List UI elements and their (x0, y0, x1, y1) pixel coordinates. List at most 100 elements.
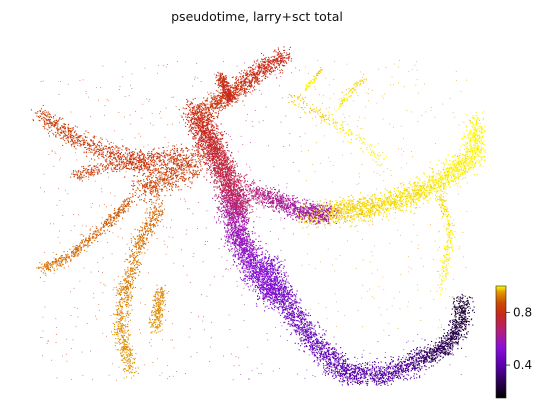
cell-point (440, 343, 442, 345)
cell-point (309, 337, 311, 339)
cell-point (322, 208, 324, 210)
cell-point (381, 204, 383, 206)
cell-point (476, 139, 478, 141)
cell-point (379, 207, 381, 209)
cell-point (401, 193, 403, 195)
cell-point (373, 203, 375, 205)
cell-point (354, 207, 356, 209)
cell-point (445, 229, 447, 231)
cell-point (481, 127, 483, 129)
cell-point (473, 118, 475, 120)
cell-point (303, 314, 305, 316)
cell-point (415, 202, 417, 204)
cell-point (316, 201, 318, 203)
cell-point (327, 372, 329, 374)
cell-point (449, 352, 451, 354)
cell-point (297, 309, 299, 311)
cell-point (335, 122, 337, 124)
cell-point (465, 309, 467, 311)
cell-point (426, 195, 428, 197)
cell-point (280, 276, 282, 278)
cell-point (423, 365, 425, 367)
cell-point (363, 81, 365, 83)
cell-point (438, 180, 440, 182)
cell-point (352, 383, 354, 385)
cell-point (405, 202, 407, 204)
cell-point (356, 375, 358, 377)
cell-point (322, 219, 324, 221)
cell-point (368, 210, 370, 212)
cell-point (425, 189, 427, 191)
cell-point (321, 348, 323, 350)
cell-point (326, 118, 328, 120)
cell-point (366, 215, 368, 217)
cell-point (356, 82, 358, 84)
cell-point (335, 374, 337, 376)
cell-point (308, 315, 310, 317)
cell-point (430, 186, 432, 188)
cell-point (419, 365, 421, 367)
cell-point (411, 362, 413, 364)
cell-point (429, 185, 431, 187)
cell-point (471, 161, 473, 163)
cell-point (474, 141, 476, 143)
cell-point (428, 356, 430, 358)
cell-point (467, 151, 469, 153)
cell-point (410, 199, 412, 201)
cell-point (337, 371, 339, 373)
cell-point (484, 149, 486, 151)
cell-point (448, 163, 450, 165)
cell-point (424, 183, 426, 185)
cell-point (468, 321, 470, 323)
cell-point (387, 201, 389, 203)
cell-point (405, 370, 407, 372)
cell-point (268, 258, 270, 260)
cell-point (447, 224, 449, 226)
cell-point (311, 208, 313, 210)
cell-point (464, 295, 466, 297)
cell-point (474, 165, 476, 167)
cell-point (367, 204, 369, 206)
cell-point (358, 210, 360, 212)
cell-point (478, 150, 480, 152)
cell-point (355, 368, 357, 370)
cell-point (465, 126, 467, 128)
cell-point (383, 209, 385, 211)
cell-point (286, 317, 288, 319)
cell-point (428, 179, 430, 181)
cell-point (373, 369, 375, 371)
cell-point (463, 318, 465, 320)
cell-point (357, 204, 359, 206)
cell-point (446, 277, 448, 279)
cell-point (479, 165, 481, 167)
cell-point (408, 187, 410, 189)
cell-point (315, 339, 317, 341)
cell-point (318, 72, 320, 74)
cell-point (443, 175, 445, 177)
cell-point (324, 119, 326, 121)
cell-point (369, 364, 371, 366)
cell-point (473, 150, 475, 152)
cell-point (466, 170, 468, 172)
cell-point (414, 367, 416, 369)
cell-point (451, 163, 453, 165)
cell-point (329, 354, 331, 356)
cell-point (462, 307, 464, 309)
cell-point (348, 196, 350, 198)
cell-point (455, 163, 457, 165)
cell-point (433, 357, 435, 359)
cell-point (454, 319, 456, 321)
cell-point (271, 262, 273, 264)
cell-point (312, 205, 314, 207)
cell-point (410, 195, 412, 197)
cell-point (350, 369, 352, 371)
cell-point (367, 210, 369, 212)
cell-point (328, 203, 330, 205)
cell-point (361, 381, 363, 383)
cell-point (398, 193, 400, 195)
cell-point (394, 374, 396, 376)
cell-point (341, 208, 343, 210)
cell-point (419, 375, 421, 377)
cell-point (276, 268, 278, 270)
cell-point (452, 332, 454, 334)
